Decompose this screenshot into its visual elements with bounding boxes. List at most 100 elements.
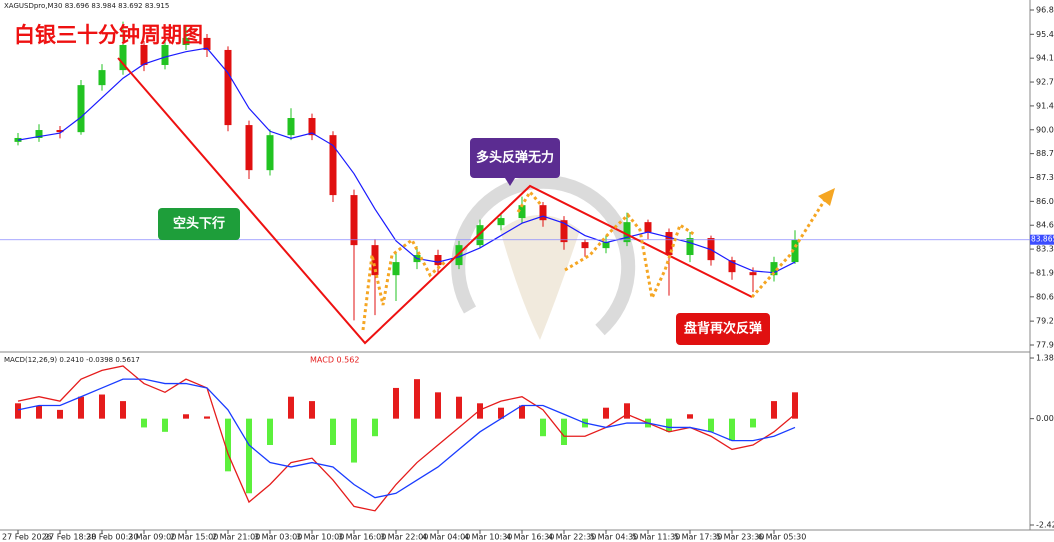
x-tick-label: 5 Mar 11:30 xyxy=(632,533,680,542)
histogram-bar xyxy=(57,409,63,419)
histogram-bar xyxy=(393,387,399,419)
symbol-info: XAGUSDpro,M30 83.696 83.984 83.692 83.91… xyxy=(4,2,169,10)
x-tick-label: 28 Feb 00:30 xyxy=(86,533,138,542)
x-tick-label: 4 Mar 04:00 xyxy=(422,533,470,542)
candle-body xyxy=(140,45,148,65)
candle-body xyxy=(686,238,694,256)
histogram-bar xyxy=(99,394,105,419)
candle-body xyxy=(329,135,337,196)
candle-body xyxy=(266,135,274,171)
histogram-bar xyxy=(309,401,315,419)
histogram-bar xyxy=(519,405,525,419)
plot-area: 96.860 95.485 94.135 92.785 91.435 90.085 88.7… xyxy=(0,6,1054,542)
chart-title: 白银三十分钟周期图 xyxy=(14,23,203,47)
x-tick-label: 4 Mar 16:30 xyxy=(506,533,554,542)
annotation-box xyxy=(158,208,240,240)
histogram-bar xyxy=(183,414,189,419)
y-tick-label: 96.860 xyxy=(1036,6,1054,15)
y-tick-label: 79.260 xyxy=(1036,317,1054,326)
x-tick-label: 5 Mar 17:30 xyxy=(674,533,722,542)
y-tick-label: 84.685 xyxy=(1036,221,1054,230)
candle-body xyxy=(497,218,505,226)
annotation: 空头下行 xyxy=(173,216,225,232)
moving-average xyxy=(17,47,796,274)
histogram-bar xyxy=(141,418,147,428)
histogram-bar xyxy=(435,392,441,419)
x-tick-label: 3 Mar 03:00 xyxy=(254,533,302,542)
histogram-bar xyxy=(414,379,420,419)
macd-line xyxy=(17,378,796,499)
x-tick-label: 5 Mar 23:30 xyxy=(716,533,764,542)
histogram-bar xyxy=(15,403,21,419)
candle-body xyxy=(539,205,547,221)
macd-line xyxy=(17,365,796,512)
arrow-head xyxy=(818,188,835,206)
candle-body xyxy=(476,225,484,246)
histogram-bar xyxy=(78,396,84,419)
y-tick-label: 87.385 xyxy=(1036,173,1054,182)
annotation: 多头反弹无力 xyxy=(476,150,554,166)
histogram-bar xyxy=(498,407,504,419)
candle-body xyxy=(665,232,673,256)
candle-body xyxy=(455,245,463,266)
indicator-value: MACD 0.562 xyxy=(310,356,359,365)
price-tag xyxy=(1030,234,1054,245)
x-tick-label: 2 Mar 09:00 xyxy=(128,533,176,542)
histogram-bar xyxy=(162,418,168,432)
candle-body xyxy=(203,37,211,50)
histogram-bar xyxy=(771,401,777,419)
annotation-pointer xyxy=(505,178,515,186)
histogram-bar xyxy=(288,396,294,419)
histogram-bar xyxy=(204,416,210,419)
annotation-box xyxy=(470,138,560,178)
candle-body xyxy=(224,49,232,126)
x-tick-label: 3 Mar 10:00 xyxy=(296,533,344,542)
histogram-bar xyxy=(372,418,378,437)
candle-body xyxy=(287,118,295,136)
price-tag-label: 83.865 xyxy=(1031,235,1054,244)
histogram-bar xyxy=(267,418,273,445)
indicator-title: MACD(12,26,9) 0.2410 -0.0398 0.5617 xyxy=(4,356,140,364)
candle-body xyxy=(728,260,736,273)
y-tick-label: 83.335 xyxy=(1036,245,1054,254)
histogram-bar xyxy=(708,418,714,432)
y-tick-label: 77.910 xyxy=(1036,341,1054,350)
x-tick-label: 3 Mar 22:00 xyxy=(380,533,428,542)
histogram-bar xyxy=(750,418,756,428)
y-tick-label: 81.985 xyxy=(1036,268,1054,277)
x-tick-label: 4 Mar 10:30 xyxy=(464,533,512,542)
histogram-bar xyxy=(624,403,630,419)
candle-body xyxy=(56,130,64,133)
x-tick-label: 6 Mar 05:30 xyxy=(758,533,806,542)
y-tick-label: 90.085 xyxy=(1036,125,1054,134)
candle-body xyxy=(623,222,631,243)
x-tick-label: 27 Feb 2026 xyxy=(2,533,52,542)
y-tick-label: -2.4227 xyxy=(1036,521,1054,530)
candle-body xyxy=(182,37,190,46)
histogram-bar xyxy=(792,392,798,419)
histogram-bar xyxy=(120,401,126,419)
candle-body xyxy=(119,45,127,71)
y-tick-label: 80.635 xyxy=(1036,292,1054,301)
y-tick-label: 0.00 xyxy=(1036,414,1054,423)
y-tick-label: 95.485 xyxy=(1036,30,1054,39)
candle-body xyxy=(35,130,43,138)
histogram-bar xyxy=(246,418,252,494)
y-tick-label: 92.785 xyxy=(1036,78,1054,87)
x-tick-label: 2 Mar 21:00 xyxy=(212,533,260,542)
candle-body xyxy=(308,118,316,136)
histogram-bar xyxy=(603,407,609,419)
histogram-bar xyxy=(351,418,357,463)
histogram-bar xyxy=(36,405,42,419)
candle-body xyxy=(602,242,610,249)
histogram-bar xyxy=(540,418,546,437)
y-tick-label: 1.382 xyxy=(1036,354,1054,363)
candle-body xyxy=(350,195,358,246)
candle-body xyxy=(77,85,85,133)
y-tick-label: 91.435 xyxy=(1036,101,1054,110)
histogram-bar xyxy=(456,396,462,419)
annotation: 盘背再次反弹 xyxy=(684,321,762,337)
histogram-bar xyxy=(729,418,735,441)
candle-body xyxy=(434,255,442,266)
histogram-bar xyxy=(561,418,567,445)
